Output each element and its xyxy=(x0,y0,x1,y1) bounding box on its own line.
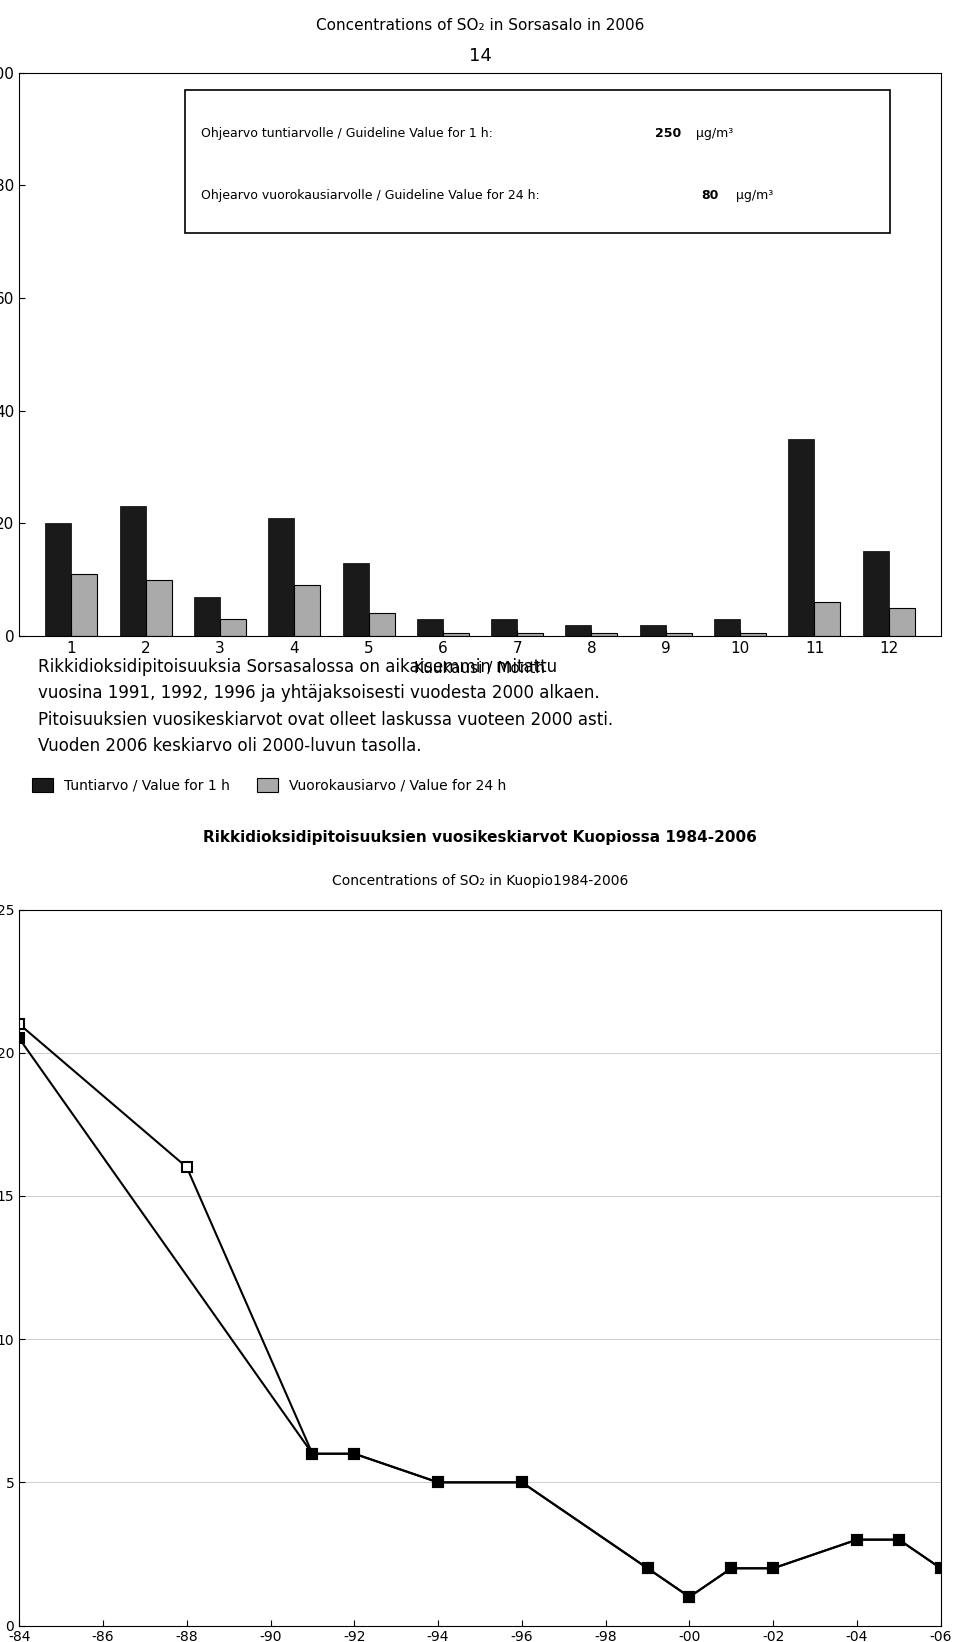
Sorsasalo xyxy=(893,1530,904,1550)
Bar xyxy=(194,596,220,635)
Keskusta xyxy=(935,1558,947,1578)
Bar xyxy=(120,506,146,635)
Text: Concentrations of SO₂ in Kuopio1984-2006: Concentrations of SO₂ in Kuopio1984-2006 xyxy=(332,874,628,888)
Bar xyxy=(146,580,172,635)
Sorsasalo xyxy=(935,1558,947,1578)
Bar xyxy=(220,619,246,635)
Text: μg/m³: μg/m³ xyxy=(732,189,773,202)
Text: Concentrations of SO₂ in Sorsasalo in 2006: Concentrations of SO₂ in Sorsasalo in 20… xyxy=(316,18,644,33)
Bar xyxy=(591,634,617,635)
Sorsasalo xyxy=(726,1558,737,1578)
Sorsasalo xyxy=(432,1473,444,1493)
X-axis label: Kuukausi / Month: Kuukausi / Month xyxy=(415,662,545,677)
Sorsasalo xyxy=(348,1443,360,1463)
Keskusta xyxy=(306,1443,318,1463)
Bar xyxy=(369,614,395,635)
Bar xyxy=(443,634,468,635)
Text: 80: 80 xyxy=(701,189,718,202)
Text: μg/m³: μg/m³ xyxy=(692,128,733,140)
Keskusta xyxy=(432,1473,444,1493)
Sorsasalo xyxy=(306,1443,318,1463)
Keskusta xyxy=(684,1588,695,1608)
Bar xyxy=(863,552,889,635)
Bar xyxy=(517,634,543,635)
Bar xyxy=(268,517,294,635)
Bar xyxy=(889,608,915,635)
Bar xyxy=(714,619,740,635)
Bar xyxy=(294,585,321,635)
Text: Ohjearvo vuorokausiarvolle / Guideline Value for 24 h:: Ohjearvo vuorokausiarvolle / Guideline V… xyxy=(201,189,543,202)
Text: 14: 14 xyxy=(468,48,492,64)
Keskusta xyxy=(181,1158,193,1177)
Text: Ohjearvo tuntiarvolle / Guideline Value for 1 h:: Ohjearvo tuntiarvolle / Guideline Value … xyxy=(201,128,496,140)
Legend: Tuntiarvo / Value for 1 h, Vuorokausiarvo / Value for 24 h: Tuntiarvo / Value for 1 h, Vuorokausiarv… xyxy=(26,772,512,798)
FancyBboxPatch shape xyxy=(185,90,890,233)
Sorsasalo xyxy=(767,1558,779,1578)
Line: Keskusta: Keskusta xyxy=(14,1020,946,1603)
Keskusta xyxy=(348,1443,360,1463)
Sorsasalo xyxy=(684,1588,695,1608)
Keskusta xyxy=(642,1558,654,1578)
Bar xyxy=(788,438,814,635)
Keskusta xyxy=(893,1530,904,1550)
Bar xyxy=(492,619,517,635)
Keskusta xyxy=(852,1530,863,1550)
Sorsasalo xyxy=(516,1473,528,1493)
Keskusta xyxy=(516,1473,528,1493)
Bar xyxy=(565,624,591,635)
Bar xyxy=(343,563,369,635)
Keskusta xyxy=(726,1558,737,1578)
Keskusta xyxy=(767,1558,779,1578)
Bar xyxy=(814,603,840,635)
Bar xyxy=(666,634,692,635)
Sorsasalo xyxy=(642,1558,654,1578)
Text: Rikkidioksidipitoisuuksien vuosikeskiarvot Kuopiossa 1984-2006: Rikkidioksidipitoisuuksien vuosikeskiarv… xyxy=(204,831,756,846)
Text: Rikkidioksidipitoisuuksia Sorsasalossa on aikaisemmin mitattu
vuosina 1991, 1992: Rikkidioksidipitoisuuksia Sorsasalossa o… xyxy=(37,658,612,755)
Text: 250: 250 xyxy=(655,128,682,140)
Bar xyxy=(639,624,666,635)
Keskusta xyxy=(13,1015,25,1034)
Bar xyxy=(45,524,71,635)
Line: Sorsasalo: Sorsasalo xyxy=(14,1033,946,1603)
Sorsasalo xyxy=(13,1028,25,1048)
Sorsasalo xyxy=(852,1530,863,1550)
Bar xyxy=(417,619,443,635)
Bar xyxy=(740,634,766,635)
Bar xyxy=(71,575,97,635)
